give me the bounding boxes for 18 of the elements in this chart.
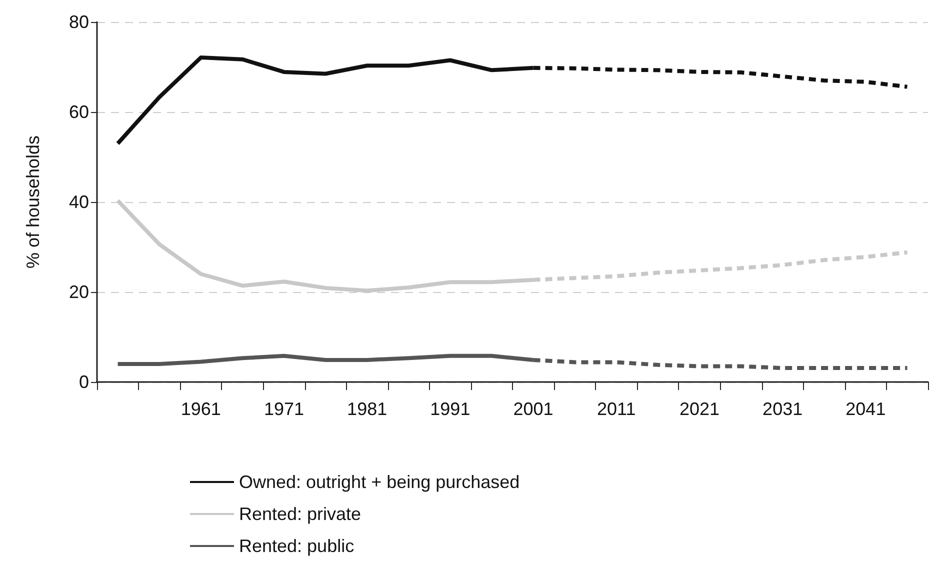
legend-label: Rented: private	[239, 504, 362, 524]
y-tick-label: 0	[78, 372, 89, 392]
x-tick-label: 1991	[430, 399, 470, 419]
x-tick-label: 2041	[846, 399, 886, 419]
x-tick-label: 2031	[762, 399, 803, 419]
x-tick-label: 1961	[180, 399, 221, 419]
x-tick-label: 2001	[513, 399, 554, 419]
y-axis-title: % of households	[23, 135, 43, 269]
y-tick-label: 40	[68, 192, 89, 212]
legend-label: Owned: outright + being purchased	[239, 472, 520, 492]
x-tick-label: 1971	[264, 399, 304, 419]
x-tick-label: 2021	[679, 399, 720, 419]
x-tick-label: 2011	[597, 399, 636, 419]
y-tick-label: 60	[68, 102, 89, 122]
y-tick-label: 20	[68, 282, 89, 302]
legend-label: Rented: public	[239, 536, 354, 556]
x-tick-label: 1981	[347, 399, 388, 419]
y-tick-label: 80	[68, 12, 89, 32]
